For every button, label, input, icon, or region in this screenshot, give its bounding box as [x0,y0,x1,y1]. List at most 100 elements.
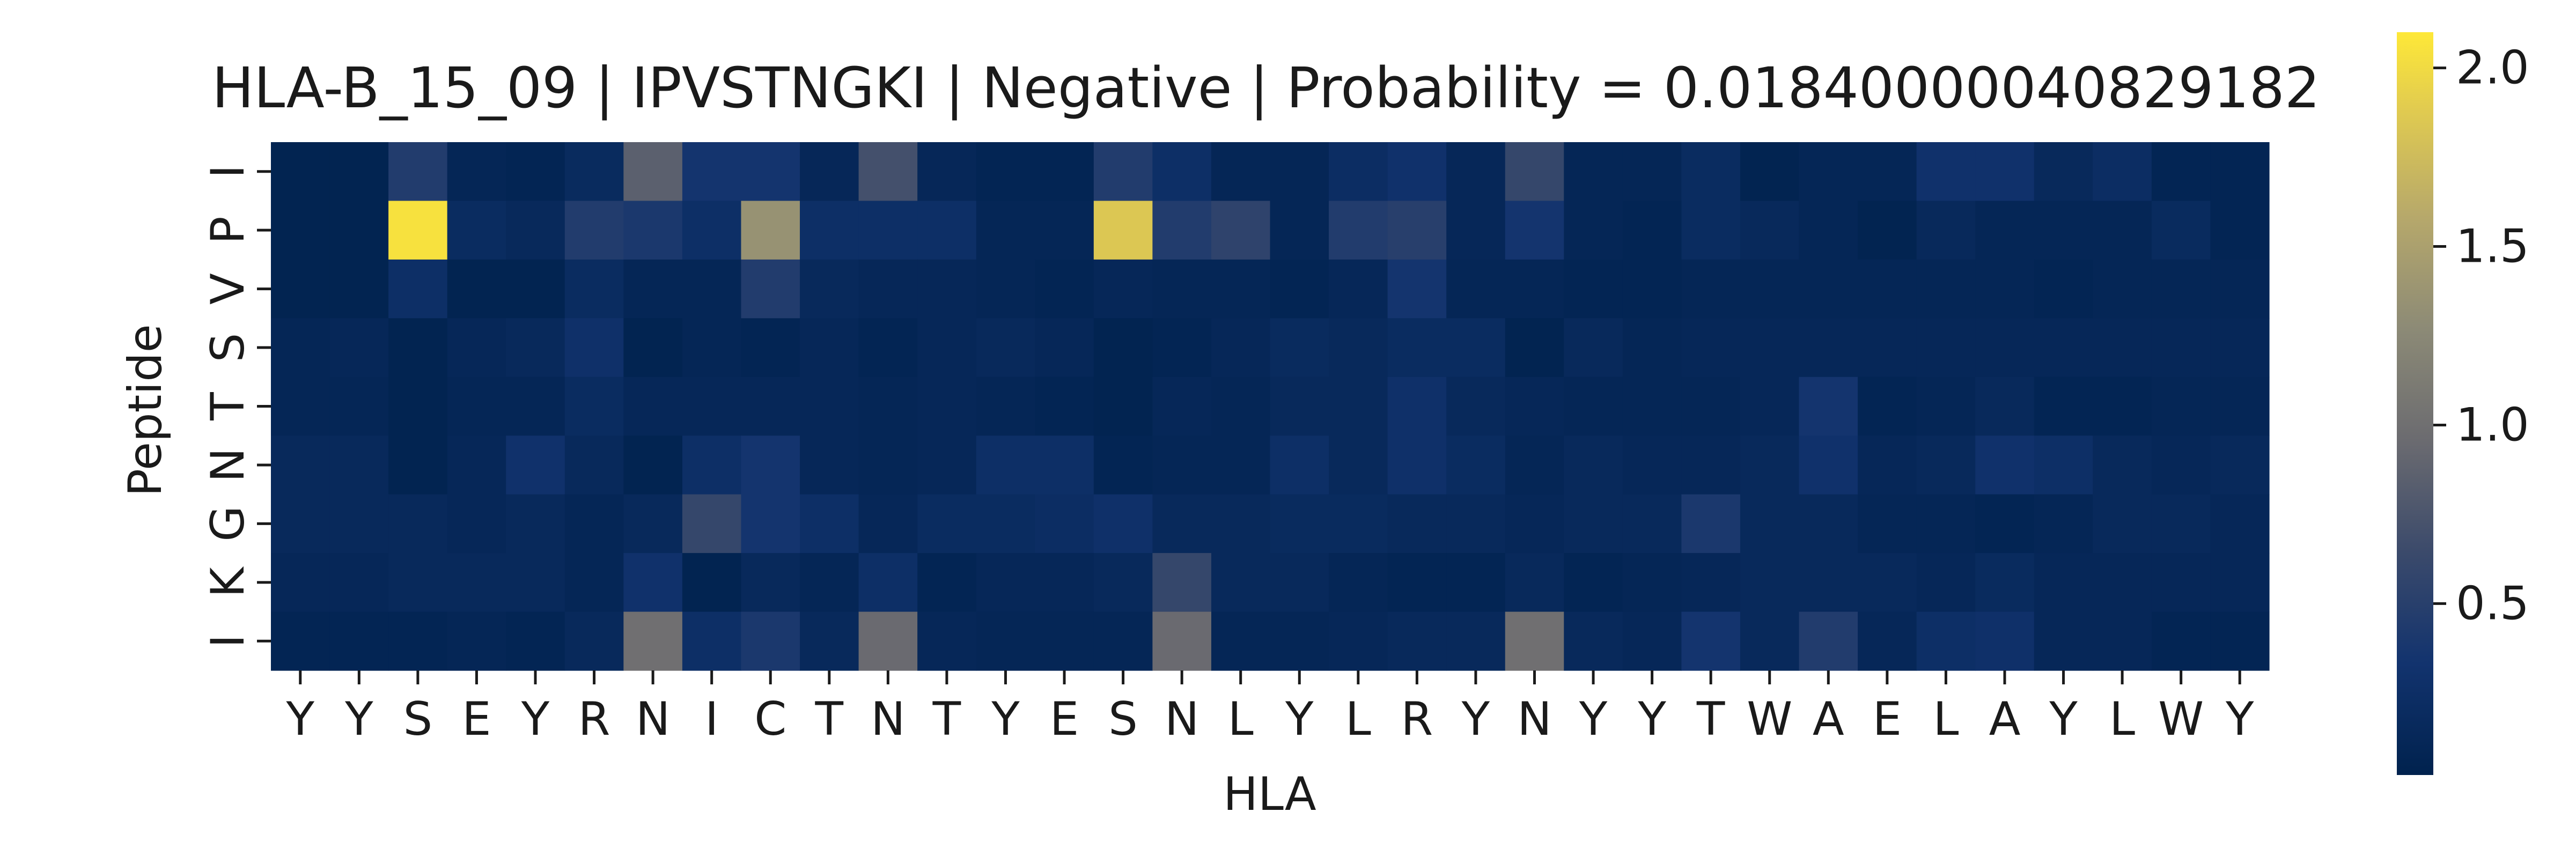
heatmap-cell [682,318,742,378]
heatmap-cell [1916,201,1976,260]
heatmap-cell [1093,201,1153,260]
heatmap-cell [1270,142,1329,202]
heatmap-cell [271,201,330,260]
heatmap-cell [858,553,918,613]
heatmap-cell [506,436,565,495]
heatmap-cell [1858,259,1917,319]
heatmap-cell [2210,201,2270,260]
heatmap-cell [1916,436,1976,495]
heatmap-cell [1505,318,1564,378]
x-tick-label: T [815,692,844,746]
heatmap-cell [1975,318,2035,378]
heatmap-cell [1681,377,1741,436]
heatmap-cell [1505,611,1564,671]
heatmap-cell [1446,201,1506,260]
heatmap-cell [388,318,448,378]
heatmap-cell [1446,436,1506,495]
heatmap-cell [741,494,800,554]
heatmap-cell [388,611,448,671]
heatmap-cell [976,553,1035,613]
heatmap-cell [1270,318,1329,378]
heatmap-cell [976,436,1035,495]
heatmap-cell [1505,436,1564,495]
heatmap-cell [623,318,683,378]
heatmap-cell [1622,494,1682,554]
x-tick-label: Y [1285,692,1314,746]
heatmap-cell [2034,201,2093,260]
heatmap-cell [447,611,506,671]
x-tick-label: I [705,692,718,746]
heatmap-cell [2210,377,2270,436]
heatmap-cell [1270,494,1329,554]
heatmap-cell [858,611,918,671]
heatmap-cell [917,259,977,319]
heatmap-cell [329,259,389,319]
heatmap-cell [2034,436,2093,495]
heatmap-cell [1916,142,1976,202]
heatmap-cell [506,259,565,319]
heatmap-cell [1211,142,1271,202]
heatmap-cell [917,142,977,202]
y-axis-label: Peptide [119,324,172,496]
heatmap-cell [564,494,624,554]
heatmap-cell [447,201,506,260]
heatmap-cell [1270,201,1329,260]
heatmap-cell [271,142,330,202]
heatmap-cell [1564,142,1623,202]
heatmap-cell [447,494,506,554]
heatmap-cell [682,611,742,671]
heatmap-cell [800,142,859,202]
heatmap-cell [1681,436,1741,495]
heatmap-cell [917,318,977,378]
heatmap-cell [329,318,389,378]
heatmap-cell [447,377,506,436]
x-tick-label: Y [1579,692,1608,746]
heatmap-cell [976,318,1035,378]
chart-title: HLA-B_15_09 | IPVSTNGKI | Negative | Pro… [212,55,2320,121]
heatmap-cell [271,494,330,554]
heatmap-cell [2210,142,2270,202]
x-tick-label: W [1747,692,1792,746]
heatmap-cell [858,201,918,260]
heatmap-cell [506,318,565,378]
heatmap-cell [2093,377,2152,436]
x-tick-label: R [578,692,610,746]
heatmap-cell [1152,318,1212,378]
heatmap-cell [1329,436,1388,495]
heatmap-cell [1564,318,1623,378]
heatmap-cell [1975,494,2035,554]
heatmap-cell [1211,318,1271,378]
heatmap-cell [1740,553,1800,613]
colorbar-tick-label: 1.5 [2456,220,2529,274]
x-tick-label: A [1989,692,2021,746]
heatmap-cell [1329,553,1388,613]
heatmap-cell [1799,318,1858,378]
heatmap-cell [1329,142,1388,202]
heatmap-cell [1093,259,1153,319]
x-tick-label: E [462,692,491,746]
heatmap-cell [2151,553,2211,613]
heatmap-cell [1858,436,1917,495]
heatmap-cell [917,553,977,613]
heatmap-cell [917,436,977,495]
heatmap-cell [447,553,506,613]
heatmap-cell [1387,318,1447,378]
heatmap-cell [623,494,683,554]
heatmap-cell [741,553,800,613]
colorbar-tick-label: 2.0 [2456,41,2529,95]
heatmap-cell [1799,201,1858,260]
heatmap-cell [800,318,859,378]
heatmap-cell [1681,494,1741,554]
heatmap-cell [1270,611,1329,671]
x-tick-label: Y [1461,692,1490,746]
x-tick-label: Y [2049,692,2078,746]
heatmap-cell [1035,377,1094,436]
heatmap-cell [682,201,742,260]
heatmap-cell [1211,611,1271,671]
heatmap-cell [329,553,389,613]
heatmap-cell [800,611,859,671]
heatmap-cell [2210,436,2270,495]
heatmap-cell [329,436,389,495]
